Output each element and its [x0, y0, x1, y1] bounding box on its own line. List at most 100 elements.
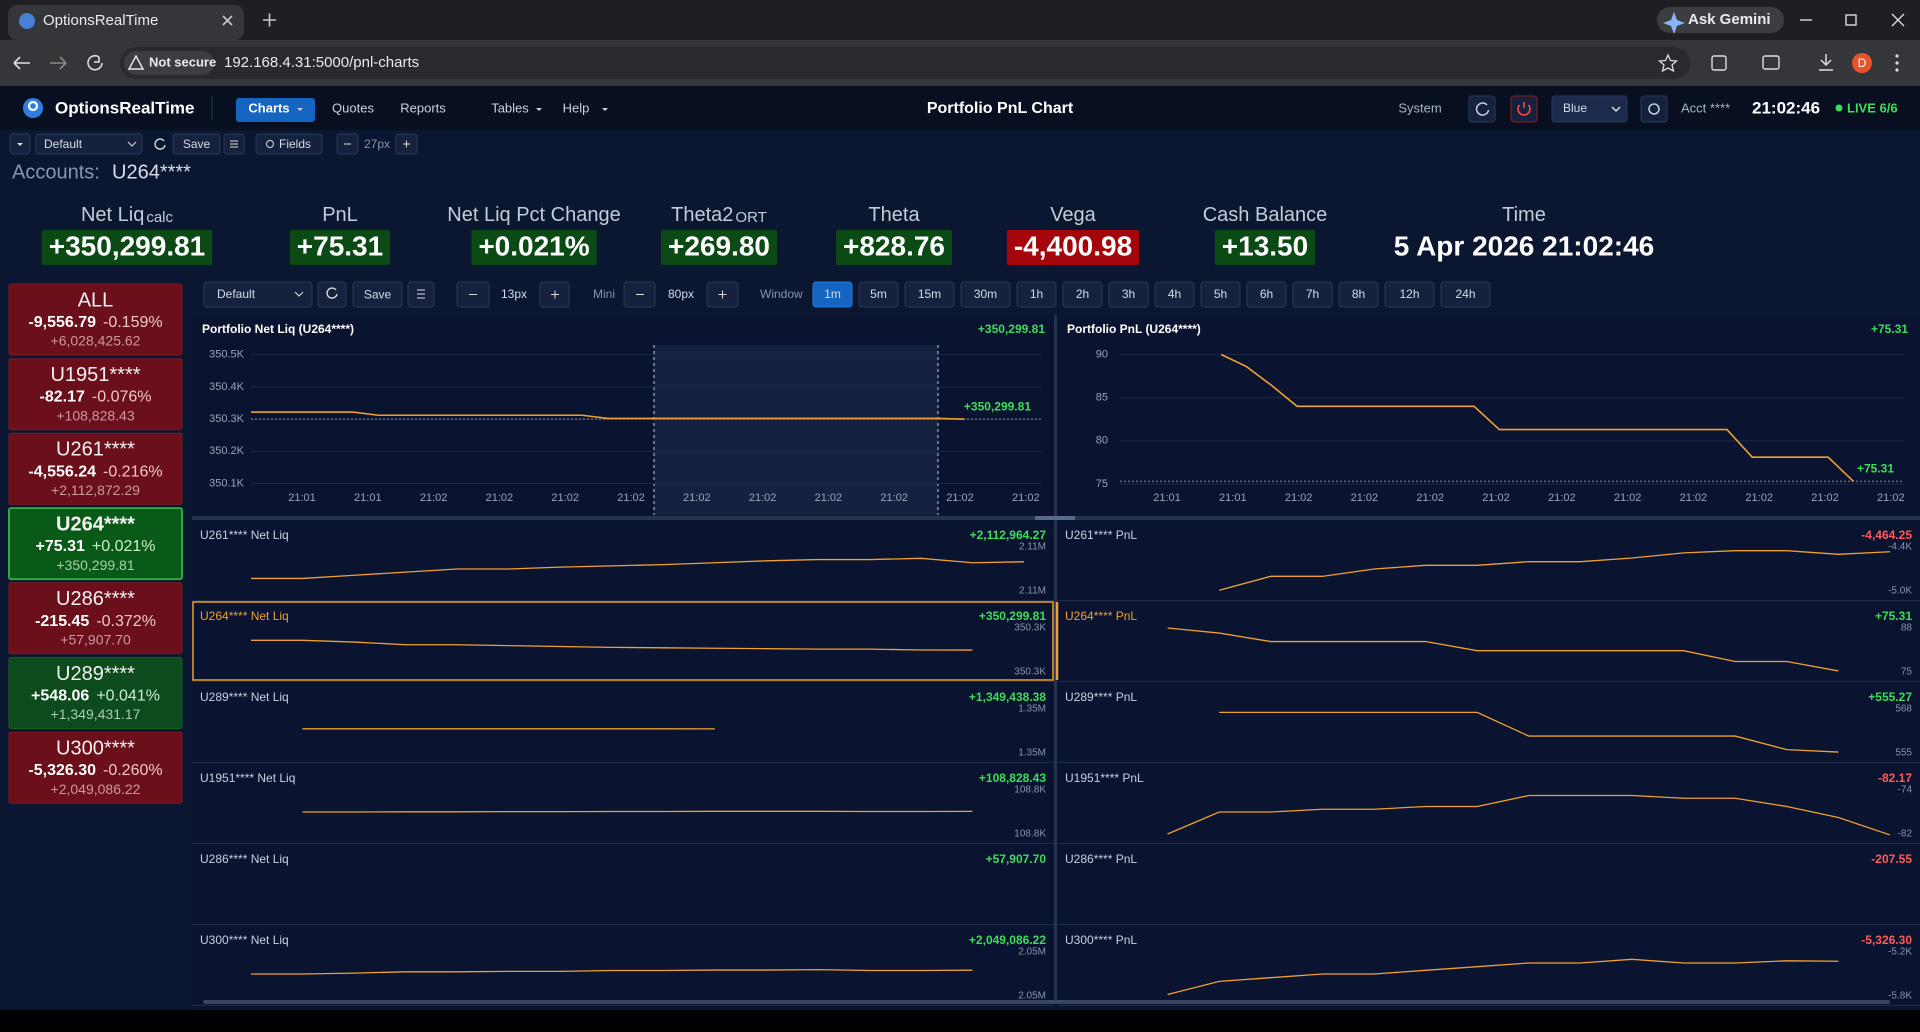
tab-favicon [19, 13, 35, 29]
mini-chart-last: +1,349,438.38 [969, 690, 1046, 704]
menu-item[interactable]: Reports [400, 100, 446, 115]
system-menu[interactable]: System [1398, 100, 1441, 115]
account-pnl: -9,556.79 [28, 314, 96, 331]
window-button-label[interactable]: 2h [1076, 287, 1089, 301]
menu-dot[interactable] [1895, 61, 1899, 65]
window-button-label[interactable]: 7h [1306, 287, 1319, 301]
reload-icon[interactable] [154, 138, 166, 150]
mini-y-tick: 2.11M [1019, 542, 1046, 553]
back[interactable] [13, 56, 30, 70]
tab-close[interactable] [222, 15, 233, 26]
menu-icon [417, 289, 425, 299]
chart-save-label: Save [364, 288, 392, 302]
account-pct: +0.041% [96, 688, 160, 705]
account-card[interactable] [8, 358, 183, 431]
window-button-label[interactable]: 6h [1260, 287, 1273, 301]
window-button[interactable] [1200, 281, 1241, 308]
chart-preset-select[interactable] [203, 281, 313, 308]
window-button[interactable] [1292, 281, 1333, 308]
window-button[interactable] [1108, 281, 1149, 308]
menu-item[interactable]: Charts [248, 100, 289, 115]
window-button[interactable] [1338, 281, 1379, 308]
chart-title: Portfolio Net Liq (U264****) [202, 322, 354, 336]
security-chip[interactable] [124, 51, 214, 75]
tab-search[interactable] [1762, 55, 1780, 70]
account-card[interactable] [8, 582, 183, 655]
window-button[interactable] [812, 281, 853, 308]
menu-item[interactable]: Quotes [332, 100, 374, 115]
profile-avatar[interactable] [1852, 53, 1872, 73]
save-button[interactable] [172, 133, 221, 155]
settings-button[interactable] [1640, 95, 1668, 123]
account-card[interactable] [8, 283, 183, 356]
window-button-label[interactable]: 1m [824, 287, 841, 301]
refresh-button[interactable] [1468, 95, 1496, 123]
menu-item[interactable]: Tables [491, 100, 529, 115]
chart-refresh[interactable] [317, 281, 347, 308]
window-button-label[interactable]: 24h [1455, 287, 1475, 301]
account-pnl: -215.45 [35, 613, 89, 630]
x-tick-label: 21:02 [749, 492, 777, 504]
chart-save[interactable] [352, 281, 403, 308]
account-card[interactable] [8, 432, 183, 505]
fields-button[interactable] [255, 133, 323, 155]
active-tab[interactable] [8, 5, 244, 40]
menu-dot[interactable] [1895, 68, 1899, 72]
chart-title: Portfolio PnL (U264****) [1067, 322, 1201, 336]
extensions[interactable] [1711, 55, 1727, 71]
window-button-label[interactable]: 8h [1352, 287, 1365, 301]
account-card[interactable] [8, 657, 183, 729]
page-title: Portfolio PnL Chart [927, 100, 1074, 117]
account-net-liq: +1,349,431.17 [51, 706, 141, 722]
gemini-button[interactable] [1657, 7, 1784, 33]
window-button[interactable] [904, 281, 955, 308]
metric-label: Net Liq Pct Change [447, 204, 620, 226]
horizontal-scrollbar[interactable] [203, 1000, 1890, 1004]
selection-range [654, 345, 938, 515]
account-net-liq: +57,907.70 [60, 632, 131, 648]
window-button[interactable] [1440, 281, 1491, 308]
preset-select[interactable] [35, 133, 143, 155]
theme-select[interactable] [1551, 95, 1628, 123]
mini-y-tick: -5.2K [1888, 947, 1912, 958]
mini-series-line [302, 810, 973, 813]
maximize[interactable] [1845, 14, 1857, 26]
window-button[interactable] [1062, 281, 1103, 308]
x-tick-label: 21:02 [1285, 492, 1313, 504]
window-button[interactable] [1246, 281, 1287, 308]
power-button[interactable] [1510, 95, 1538, 123]
window-button[interactable] [1016, 281, 1057, 308]
window-button-label[interactable]: 5m [870, 287, 887, 301]
window-button-label[interactable]: 4h [1168, 287, 1181, 301]
metric-value: +0.021% [478, 230, 589, 261]
metric-label: Theta [868, 204, 920, 226]
mini-chart-last: +75.31 [1875, 609, 1912, 623]
brand-name: OptionsRealTime [55, 98, 195, 117]
reload[interactable] [87, 54, 103, 71]
downloads[interactable] [1819, 54, 1833, 71]
account-card[interactable] [8, 731, 183, 804]
window-button[interactable] [960, 281, 1011, 308]
window-button[interactable] [1154, 281, 1195, 308]
close-window[interactable] [1891, 13, 1905, 27]
new-tab[interactable] [263, 13, 276, 27]
mini-chart-last: +350,299.81 [979, 609, 1046, 623]
forward[interactable] [50, 56, 67, 70]
window-button-label[interactable]: 3h [1122, 287, 1135, 301]
window-button[interactable] [858, 281, 899, 308]
menu-dot[interactable] [1895, 54, 1899, 58]
account-card[interactable] [8, 507, 183, 581]
x-tick-label: 21:01 [288, 492, 316, 504]
menu-item[interactable]: Help [563, 100, 590, 115]
chart-last-value: +350,299.81 [978, 322, 1045, 336]
window-button-label[interactable]: 12h [1399, 287, 1419, 301]
menu-active[interactable] [236, 98, 315, 122]
window-button-label[interactable]: 1h [1030, 287, 1043, 301]
omnibox[interactable] [120, 47, 1690, 79]
brand-logo [23, 98, 43, 118]
window-button-label[interactable]: 30m [974, 287, 997, 301]
bookmark[interactable] [1657, 53, 1679, 73]
window-button-label[interactable]: 5h [1214, 287, 1227, 301]
window-button-label[interactable]: 15m [918, 287, 941, 301]
window-button[interactable] [1384, 281, 1435, 308]
